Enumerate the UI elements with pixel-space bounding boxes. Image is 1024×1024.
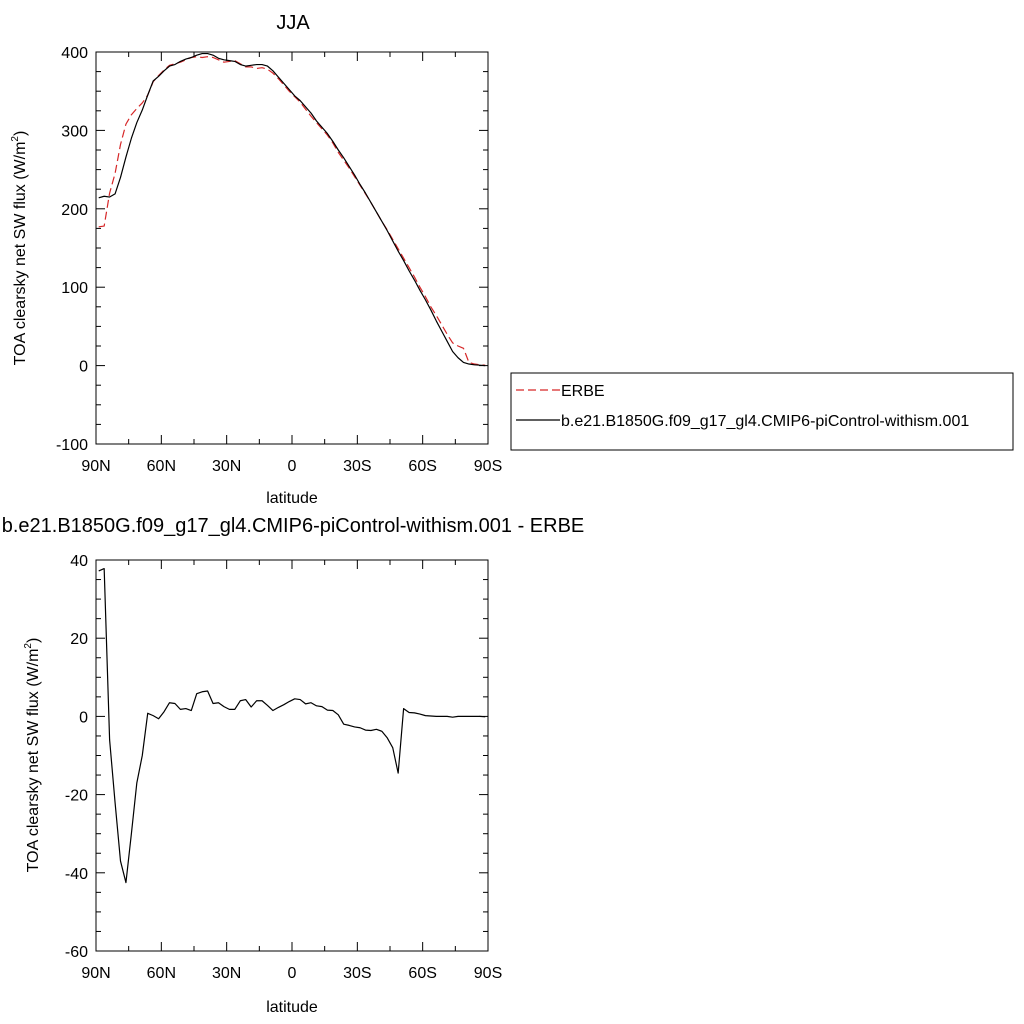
top-y-tick-label: 0 <box>79 359 88 376</box>
top-y-tick-label: 200 <box>61 202 88 219</box>
bottom-x-tick-label: 0 <box>288 965 297 982</box>
top-series-group <box>98 52 486 367</box>
bottom-y-axis-title-sup: 2 <box>23 643 34 649</box>
bottom-y-axis-title: TOA clearsky net SW flux (W/m2) <box>23 638 42 873</box>
top-series-line-0 <box>98 56 486 366</box>
bottom-y-tick-label: -20 <box>65 788 88 805</box>
bottom-axis-ticks: 90N 60N 30N 0 30S 60S 90S -60 -40 -20 0 20 40 <box>65 553 502 982</box>
top-y-axis-title-sup: 2 <box>10 136 21 142</box>
bottom-y-tick-label: 20 <box>70 631 88 648</box>
top-x-tick-label: 30N <box>212 458 241 475</box>
top-x-axis-title: latitude <box>266 490 318 507</box>
bottom-x-tick-label: 30N <box>212 965 241 982</box>
bottom-panel: b.e21.B1850G.f09_g17_gl4.CMIP6-piControl… <box>2 515 585 1016</box>
bottom-y-tick-label: -40 <box>65 866 88 883</box>
bottom-x-tick-label: 30S <box>343 965 371 982</box>
top-x-tick-label: 90N <box>81 458 110 475</box>
top-axis-ticks: 90N 60N 30N 0 30S 60S 90S -100 0 100 200 300 400 <box>56 45 502 475</box>
top-y-tick-label: 400 <box>61 45 88 62</box>
legend: ERBE b.e21.B1850G.f09_g17_gl4.CMIP6-piCo… <box>510 372 1014 451</box>
bottom-x-axis-title: latitude <box>266 999 318 1016</box>
bottom-series-line-0 <box>98 567 486 884</box>
bottom-y-tick-label: 0 <box>79 709 88 726</box>
bottom-y-tick-label: 40 <box>70 553 88 570</box>
bottom-x-tick-label: 90N <box>81 965 110 982</box>
top-x-tick-label: 60S <box>408 458 436 475</box>
bottom-chart-title: b.e21.B1850G.f09_g17_gl4.CMIP6-piControl… <box>2 515 585 537</box>
bottom-series-group <box>98 567 486 884</box>
legend-model-label: b.e21.B1850G.f09_g17_gl4.CMIP6-piControl… <box>561 413 969 430</box>
legend-box <box>510 372 1014 451</box>
top-y-axis-title-main: TOA clearsky net SW flux (W/m <box>12 142 29 366</box>
top-x-tick-label: 90S <box>474 458 502 475</box>
bottom-plot-frame <box>95 559 489 952</box>
bottom-x-tick-label: 60S <box>408 965 436 982</box>
top-x-tick-label: 30S <box>343 458 371 475</box>
top-x-tick-label: 60N <box>147 458 176 475</box>
top-x-tick-label: 0 <box>288 458 297 475</box>
legend-erbe-label: ERBE <box>561 383 605 400</box>
top-chart-title: JJA <box>276 12 310 34</box>
top-y-tick-label: 100 <box>61 280 88 297</box>
top-panel: JJA 90N 60N 30N 0 30S 60S 90S -100 0 100 200 300 400… <box>10 12 1014 507</box>
top-y-tick-label: -100 <box>56 437 88 454</box>
top-y-axis-title: TOA clearsky net SW flux (W/m2) <box>10 131 29 366</box>
top-y-axis-title-end: ) <box>12 131 29 136</box>
bottom-x-tick-label: 90S <box>474 965 502 982</box>
bottom-y-axis-title-end: ) <box>25 638 42 643</box>
top-y-tick-label: 300 <box>61 123 88 140</box>
top-series-line-1 <box>98 52 486 367</box>
bottom-y-axis-title-main: TOA clearsky net SW flux (W/m <box>25 649 42 873</box>
bottom-x-tick-label: 60N <box>147 965 176 982</box>
bottom-y-tick-label: -60 <box>65 944 88 961</box>
top-plot-frame <box>95 51 489 445</box>
